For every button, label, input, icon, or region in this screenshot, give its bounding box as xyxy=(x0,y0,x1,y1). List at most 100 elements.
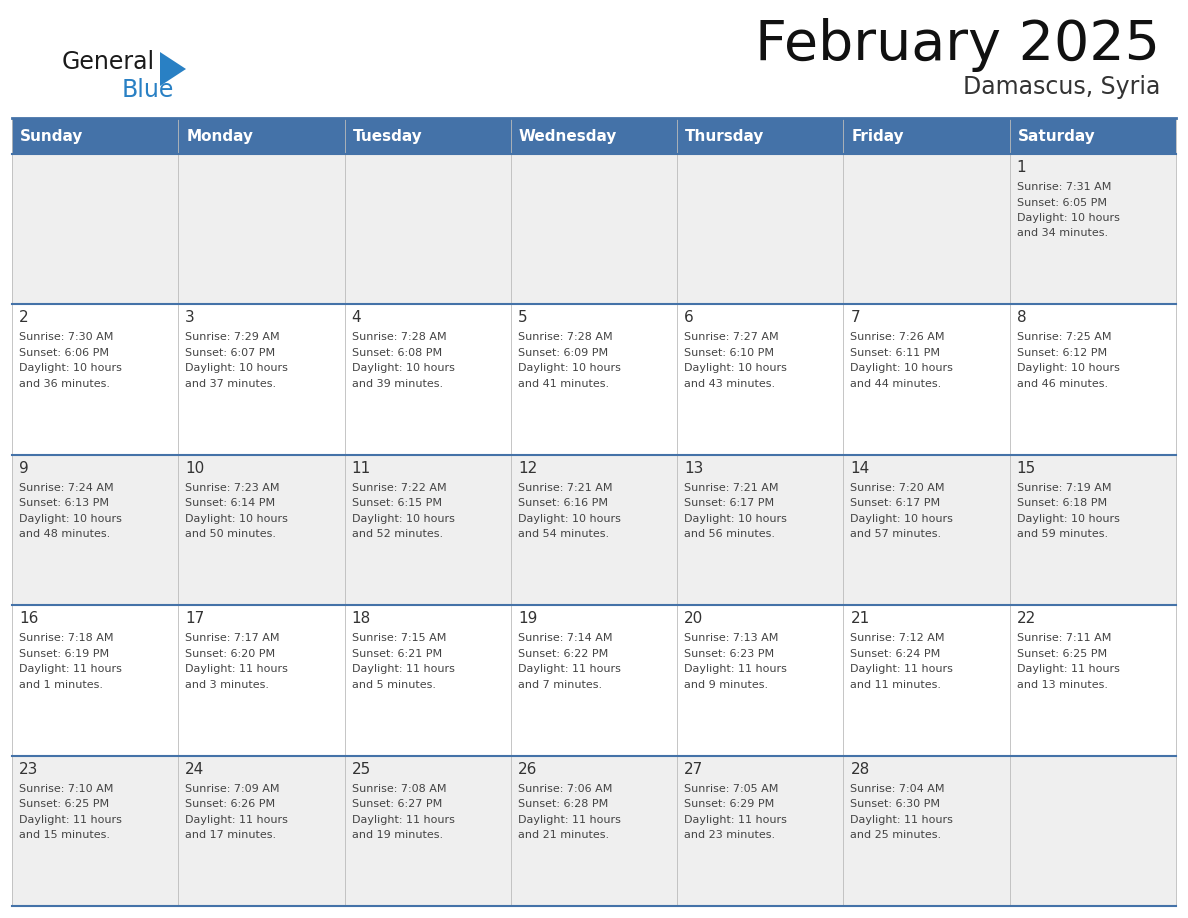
Text: and 36 minutes.: and 36 minutes. xyxy=(19,379,110,389)
Text: Daylight: 11 hours: Daylight: 11 hours xyxy=(851,665,953,674)
Text: 9: 9 xyxy=(19,461,29,476)
Text: 20: 20 xyxy=(684,611,703,626)
Text: and 25 minutes.: and 25 minutes. xyxy=(851,830,942,840)
Text: Sunset: 6:13 PM: Sunset: 6:13 PM xyxy=(19,498,109,509)
Text: 8: 8 xyxy=(1017,310,1026,325)
Text: Sunrise: 7:05 AM: Sunrise: 7:05 AM xyxy=(684,784,778,793)
Text: General: General xyxy=(62,50,156,74)
Text: Sunset: 6:26 PM: Sunset: 6:26 PM xyxy=(185,799,276,809)
Text: 18: 18 xyxy=(352,611,371,626)
Text: Daylight: 10 hours: Daylight: 10 hours xyxy=(185,514,289,524)
Text: 5: 5 xyxy=(518,310,527,325)
Text: Sunrise: 7:29 AM: Sunrise: 7:29 AM xyxy=(185,332,280,342)
Text: Sunset: 6:19 PM: Sunset: 6:19 PM xyxy=(19,649,109,659)
Text: Sunset: 6:25 PM: Sunset: 6:25 PM xyxy=(1017,649,1107,659)
Text: 3: 3 xyxy=(185,310,195,325)
Text: 25: 25 xyxy=(352,762,371,777)
Text: 7: 7 xyxy=(851,310,860,325)
Text: 10: 10 xyxy=(185,461,204,476)
Text: and 15 minutes.: and 15 minutes. xyxy=(19,830,110,840)
Text: Friday: Friday xyxy=(852,129,904,143)
Text: Sunset: 6:17 PM: Sunset: 6:17 PM xyxy=(851,498,941,509)
Text: 28: 28 xyxy=(851,762,870,777)
Text: Sunrise: 7:14 AM: Sunrise: 7:14 AM xyxy=(518,633,612,644)
Text: Sunrise: 7:10 AM: Sunrise: 7:10 AM xyxy=(19,784,113,793)
Text: 21: 21 xyxy=(851,611,870,626)
Text: Sunrise: 7:13 AM: Sunrise: 7:13 AM xyxy=(684,633,778,644)
Bar xyxy=(12,118,1176,154)
Text: 19: 19 xyxy=(518,611,537,626)
Text: and 52 minutes.: and 52 minutes. xyxy=(352,530,443,539)
Text: and 23 minutes.: and 23 minutes. xyxy=(684,830,776,840)
Text: Daylight: 11 hours: Daylight: 11 hours xyxy=(684,814,786,824)
Text: 24: 24 xyxy=(185,762,204,777)
Text: and 13 minutes.: and 13 minutes. xyxy=(1017,679,1107,689)
Bar xyxy=(12,756,1176,906)
Text: Sunday: Sunday xyxy=(20,129,83,143)
Text: Daylight: 11 hours: Daylight: 11 hours xyxy=(19,665,122,674)
Text: and 17 minutes.: and 17 minutes. xyxy=(185,830,277,840)
Text: Blue: Blue xyxy=(122,78,175,102)
Text: Sunrise: 7:26 AM: Sunrise: 7:26 AM xyxy=(851,332,944,342)
Text: and 21 minutes.: and 21 minutes. xyxy=(518,830,609,840)
Text: Daylight: 11 hours: Daylight: 11 hours xyxy=(352,814,455,824)
Text: Daylight: 11 hours: Daylight: 11 hours xyxy=(1017,665,1119,674)
Text: Sunset: 6:08 PM: Sunset: 6:08 PM xyxy=(352,348,442,358)
Text: 17: 17 xyxy=(185,611,204,626)
Text: and 37 minutes.: and 37 minutes. xyxy=(185,379,277,389)
Text: Daylight: 11 hours: Daylight: 11 hours xyxy=(185,814,289,824)
Text: and 3 minutes.: and 3 minutes. xyxy=(185,679,270,689)
Text: Sunset: 6:09 PM: Sunset: 6:09 PM xyxy=(518,348,608,358)
Text: Sunrise: 7:17 AM: Sunrise: 7:17 AM xyxy=(185,633,280,644)
Text: Sunset: 6:17 PM: Sunset: 6:17 PM xyxy=(684,498,775,509)
Text: and 5 minutes.: and 5 minutes. xyxy=(352,679,436,689)
Text: 22: 22 xyxy=(1017,611,1036,626)
Text: and 56 minutes.: and 56 minutes. xyxy=(684,530,775,539)
Text: and 54 minutes.: and 54 minutes. xyxy=(518,530,609,539)
Text: 11: 11 xyxy=(352,461,371,476)
Text: 16: 16 xyxy=(19,611,38,626)
Text: Sunrise: 7:28 AM: Sunrise: 7:28 AM xyxy=(518,332,613,342)
Text: Sunset: 6:15 PM: Sunset: 6:15 PM xyxy=(352,498,442,509)
Text: Daylight: 11 hours: Daylight: 11 hours xyxy=(19,814,122,824)
Text: Daylight: 10 hours: Daylight: 10 hours xyxy=(684,514,786,524)
Text: Sunrise: 7:25 AM: Sunrise: 7:25 AM xyxy=(1017,332,1111,342)
Text: Daylight: 10 hours: Daylight: 10 hours xyxy=(851,364,953,374)
Text: Sunrise: 7:22 AM: Sunrise: 7:22 AM xyxy=(352,483,447,493)
Text: Sunset: 6:27 PM: Sunset: 6:27 PM xyxy=(352,799,442,809)
Text: and 43 minutes.: and 43 minutes. xyxy=(684,379,776,389)
Text: Sunset: 6:24 PM: Sunset: 6:24 PM xyxy=(851,649,941,659)
Text: Sunset: 6:30 PM: Sunset: 6:30 PM xyxy=(851,799,941,809)
Text: Daylight: 11 hours: Daylight: 11 hours xyxy=(518,814,621,824)
Text: Sunset: 6:21 PM: Sunset: 6:21 PM xyxy=(352,649,442,659)
Text: 26: 26 xyxy=(518,762,537,777)
Text: Sunrise: 7:18 AM: Sunrise: 7:18 AM xyxy=(19,633,114,644)
Text: Sunrise: 7:09 AM: Sunrise: 7:09 AM xyxy=(185,784,280,793)
Text: Sunrise: 7:08 AM: Sunrise: 7:08 AM xyxy=(352,784,446,793)
Text: Sunset: 6:12 PM: Sunset: 6:12 PM xyxy=(1017,348,1107,358)
Bar xyxy=(12,605,1176,756)
Text: Sunrise: 7:21 AM: Sunrise: 7:21 AM xyxy=(684,483,778,493)
Text: Sunset: 6:29 PM: Sunset: 6:29 PM xyxy=(684,799,775,809)
Polygon shape xyxy=(160,52,187,86)
Text: 23: 23 xyxy=(19,762,38,777)
Text: Sunrise: 7:21 AM: Sunrise: 7:21 AM xyxy=(518,483,612,493)
Text: and 1 minutes.: and 1 minutes. xyxy=(19,679,103,689)
Text: 27: 27 xyxy=(684,762,703,777)
Text: and 41 minutes.: and 41 minutes. xyxy=(518,379,609,389)
Text: Daylight: 11 hours: Daylight: 11 hours xyxy=(185,665,289,674)
Text: February 2025: February 2025 xyxy=(756,18,1159,72)
Text: Daylight: 11 hours: Daylight: 11 hours xyxy=(352,665,455,674)
Text: Daylight: 10 hours: Daylight: 10 hours xyxy=(1017,514,1119,524)
Text: Sunrise: 7:19 AM: Sunrise: 7:19 AM xyxy=(1017,483,1111,493)
Text: and 57 minutes.: and 57 minutes. xyxy=(851,530,942,539)
Text: Sunrise: 7:06 AM: Sunrise: 7:06 AM xyxy=(518,784,612,793)
Text: Sunset: 6:28 PM: Sunset: 6:28 PM xyxy=(518,799,608,809)
Text: Daylight: 10 hours: Daylight: 10 hours xyxy=(352,364,455,374)
Text: 12: 12 xyxy=(518,461,537,476)
Text: and 7 minutes.: and 7 minutes. xyxy=(518,679,602,689)
Bar xyxy=(12,454,1176,605)
Text: Sunset: 6:18 PM: Sunset: 6:18 PM xyxy=(1017,498,1107,509)
Text: Sunrise: 7:31 AM: Sunrise: 7:31 AM xyxy=(1017,182,1111,192)
Text: Daylight: 10 hours: Daylight: 10 hours xyxy=(518,514,621,524)
